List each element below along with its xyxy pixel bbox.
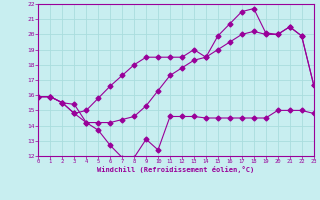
X-axis label: Windchill (Refroidissement éolien,°C): Windchill (Refroidissement éolien,°C) (97, 166, 255, 173)
